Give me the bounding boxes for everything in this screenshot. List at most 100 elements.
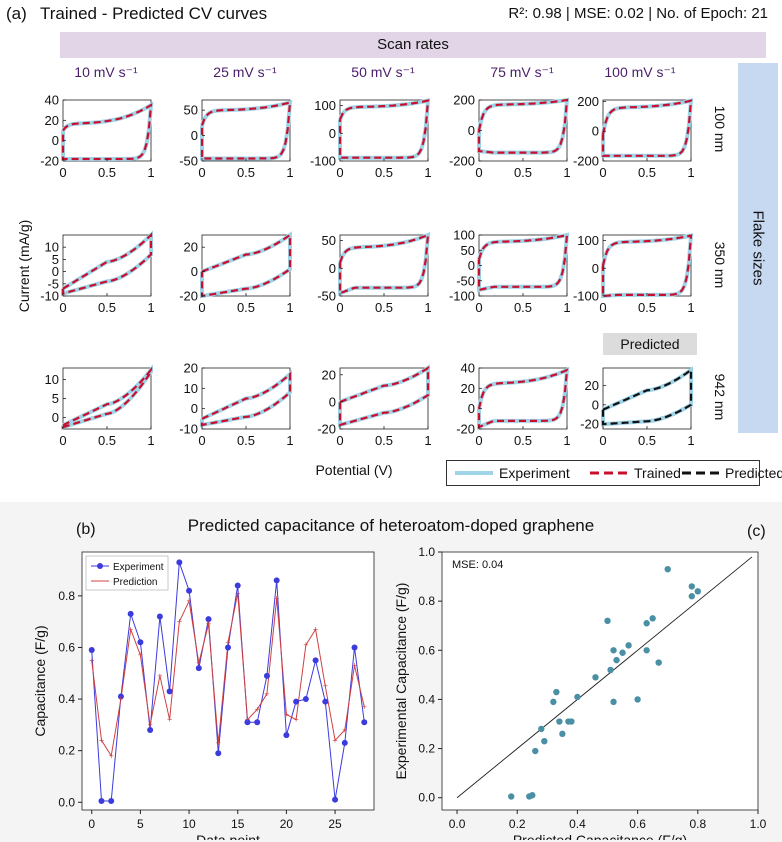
scatter-point xyxy=(688,593,695,600)
prediction-point: + xyxy=(303,640,308,650)
cv-trained-curve xyxy=(61,232,153,296)
cv-x-tick-label: 0 xyxy=(336,300,343,315)
cv-x-tick-label: 0.5 xyxy=(237,165,255,180)
cv-y-tick-label: 0 xyxy=(592,397,599,412)
prediction-point: + xyxy=(294,715,299,725)
scatter-point xyxy=(550,698,557,706)
prediction-point: + xyxy=(138,650,143,660)
experiment-point xyxy=(127,610,134,617)
panel-c-chart: 0.0 0.2 0.4 0.6 0.8 1.0 0.0 0.2 0.4 0.6 0.8 1.0 Pred… xyxy=(393,545,767,840)
experiment-point xyxy=(147,727,154,734)
panel-c-y-axis-label: Experimental Capacitance (F/g) xyxy=(393,583,409,780)
cv-y-tick-label: -50 xyxy=(179,154,198,169)
panel-b-x-tick-label: 10 xyxy=(182,817,196,831)
cv-x-axis-label: Potential (V) xyxy=(315,462,393,478)
cv-trained-curve xyxy=(477,368,569,429)
cv-y-tick-label: 50 xyxy=(184,103,198,118)
cv-y-tick-label: -10 xyxy=(40,289,59,304)
cv-y-tick-label: -10 xyxy=(179,422,198,437)
cv-y-tick-label: 0 xyxy=(52,264,59,279)
panel-c-x-tick-label: 1.0 xyxy=(750,817,767,831)
cv-trained-curve xyxy=(338,365,430,427)
panel-b-x-tick-label: 5 xyxy=(137,817,144,831)
cv-trained-curve xyxy=(477,98,569,154)
prediction-point: + xyxy=(89,655,94,665)
cv-x-tick-label: 1 xyxy=(687,300,694,315)
panel-c-y-tick-label: 0.8 xyxy=(418,594,435,608)
prediction-point: + xyxy=(186,596,191,606)
cv-x-tick-label: 1 xyxy=(147,433,154,448)
experiment-point xyxy=(108,797,115,804)
cv-y-tick-label: 0 xyxy=(592,261,599,276)
scatter-point xyxy=(643,620,650,627)
prediction-point: + xyxy=(109,751,114,761)
experiment-point xyxy=(244,719,251,726)
scatter-point xyxy=(574,693,581,701)
scatter-point xyxy=(559,730,566,738)
parity-reference-line xyxy=(456,556,753,799)
panel-c-y-tick-label: 0.6 xyxy=(418,643,435,657)
cv-x-tick-label: 1 xyxy=(147,165,154,180)
panel-b-y-tick-label: 0.0 xyxy=(58,795,75,809)
metrics-readout: R²: 0.98 | MSE: 0.02 | No. of Epoch: 21 xyxy=(508,5,768,22)
panel-a-title: Trained - Predicted CV curves xyxy=(40,4,268,23)
cv-trained-curve xyxy=(601,234,693,298)
cv-x-tick-label: 0 xyxy=(599,165,606,180)
experiment-point xyxy=(186,587,193,594)
cv-x-tick-label: 1 xyxy=(286,165,293,180)
cv-y-tick-label: 100 xyxy=(577,233,599,248)
cv-trained-curve xyxy=(338,99,430,159)
cv-y-tick-label: 0 xyxy=(468,258,475,273)
experiment-point xyxy=(195,665,202,672)
experiment-point xyxy=(293,698,300,705)
cv-x-tick-label: 0.5 xyxy=(237,300,255,315)
cv-y-tick-label: -50 xyxy=(456,273,475,288)
flake-sizes-band xyxy=(738,63,778,433)
panel-b-label: (b) xyxy=(76,521,96,538)
prediction-point: + xyxy=(342,725,347,735)
cv-y-tick-label: 40 xyxy=(45,93,59,108)
cv-x-tick-label: 1 xyxy=(687,433,694,448)
scatter-point xyxy=(592,674,599,681)
panel-b-y-tick-label: 0.4 xyxy=(58,692,75,706)
experiment-point xyxy=(225,644,231,651)
cv-trained-curve xyxy=(61,366,153,429)
cv-y-tick-label: 5 xyxy=(52,252,59,267)
panel-c-x-axis-label: Predicted Capacitance (F/g) xyxy=(513,832,687,840)
cv-x-tick-label: 0 xyxy=(59,300,66,315)
scatter-point xyxy=(619,649,626,656)
scan-rate-label: 10 mV s⁻¹ xyxy=(74,64,138,80)
cv-y-tick-label: 0 xyxy=(52,133,59,148)
cv-y-tick-label: 0 xyxy=(468,123,475,138)
panel-b-legend-box xyxy=(85,555,169,591)
prediction-point: + xyxy=(157,671,162,681)
legend-trained-label: Trained xyxy=(634,465,681,481)
cv-x-tick-label: 0.5 xyxy=(98,165,116,180)
experiment-point xyxy=(332,796,339,803)
cv-x-tick-label: 0 xyxy=(475,300,482,315)
cv-x-tick-label: 1 xyxy=(563,165,570,180)
cv-y-tick-label: -100 xyxy=(310,154,336,169)
panel-c-y-tick-label: 0.4 xyxy=(418,692,435,706)
cv-y-tick-label: 100 xyxy=(453,228,475,243)
cv-x-tick-label: 1 xyxy=(147,300,154,315)
cv-y-tick-label: 50 xyxy=(461,243,475,258)
scan-rate-label: 25 mV s⁻¹ xyxy=(213,64,277,80)
prediction-point: + xyxy=(177,617,182,627)
legend-experiment-text: Experiment xyxy=(113,562,164,573)
legend-predicted-label: Predicted xyxy=(725,465,782,481)
cv-y-tick-label: -200 xyxy=(449,154,475,169)
cv-experiment-curve xyxy=(200,231,292,299)
cv-x-tick-label: 0 xyxy=(59,433,66,448)
cv-y-tick-label: 0 xyxy=(468,401,475,416)
prediction-point: + xyxy=(118,694,123,704)
panel-c-x-tick-label: 0.4 xyxy=(569,817,586,831)
panel-c-x-tick-label: 0.6 xyxy=(629,817,646,831)
cv-y-tick-label: 20 xyxy=(585,378,599,393)
scatter-point xyxy=(688,583,695,590)
prediction-point: + xyxy=(255,704,260,714)
prediction-point: + xyxy=(313,624,318,634)
cv-y-tick-label: 0 xyxy=(329,261,336,276)
capacitance-title: Predicted capacitance of heteroatom-dope… xyxy=(187,516,595,535)
prediction-point: + xyxy=(323,681,328,691)
